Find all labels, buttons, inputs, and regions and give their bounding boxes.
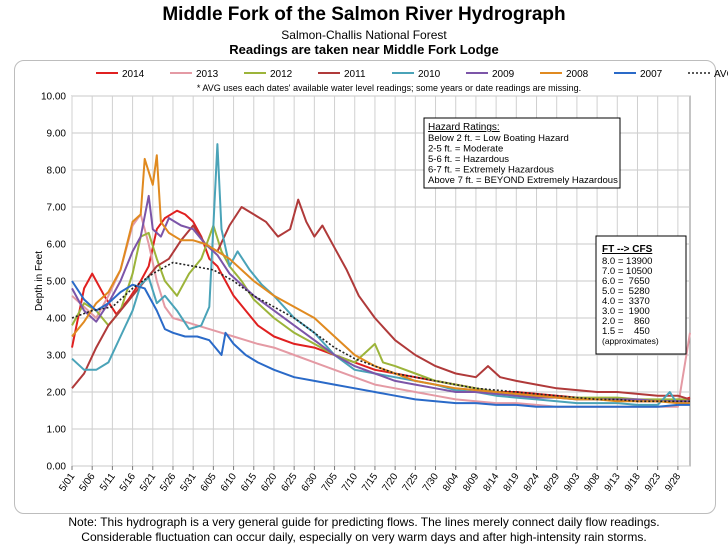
x-tick-label: 7/20: [380, 471, 400, 494]
legend-item: 2014: [96, 69, 145, 80]
x-tick-label: 5/31: [178, 471, 198, 494]
hazard-rating-line: 5-6 ft. = Hazardous: [428, 154, 509, 165]
legend-label: 2010: [418, 69, 441, 80]
hazard-rating-line: 6-7 ft. = Extremely Hazardous: [428, 165, 554, 176]
legend-item: 2011: [318, 69, 366, 80]
cfs-conversion-line: 4.0 = 3370: [602, 296, 650, 307]
legend-note: * AVG uses each dates' available water l…: [197, 83, 581, 93]
legend-label: 2009: [492, 69, 515, 80]
x-tick-label: 5/21: [138, 471, 158, 494]
x-tick-label: 9/18: [623, 471, 643, 494]
y-axis-label: Depth in Feet: [34, 251, 45, 311]
series-line-2007: [71, 280, 690, 408]
footnote-line-2: Considerable fluctuation can occur daily…: [81, 530, 647, 544]
footnote-line-1: Note: This hydrograph is a very general …: [68, 515, 660, 529]
legend-item: 2012: [244, 69, 293, 80]
cfs-box-title: FT --> CFS: [602, 244, 653, 255]
legend-item: 2008: [540, 69, 589, 80]
series-line-2011: [71, 198, 691, 401]
cfs-conversion-line: 1.5 = 450: [602, 326, 650, 337]
hazard-rating-line: Below 2 ft. = Low Boating Hazard: [428, 133, 569, 144]
legend-label: 2011: [344, 69, 366, 80]
x-tick-label: 6/05: [199, 471, 219, 494]
y-tick-label: 3.00: [47, 351, 67, 362]
x-tick-label: 7/05: [320, 471, 340, 494]
x-tick-label: 5/26: [158, 471, 178, 494]
cfs-conversion-line: 5.0 = 5280: [602, 286, 650, 297]
y-tick-label: 10.00: [41, 92, 66, 103]
legend-item: 2013: [170, 69, 219, 80]
x-tick-label: 7/15: [360, 471, 380, 494]
cfs-conversion-line: 7.0 = 10500: [602, 266, 652, 277]
legend-item: AVG*: [688, 69, 728, 80]
x-tick-label: 5/06: [77, 471, 97, 494]
y-tick-label: 7.00: [47, 203, 67, 214]
legend-item: 2009: [466, 69, 515, 80]
y-tick-label: 2.00: [47, 388, 67, 399]
legend-label: 2013: [196, 69, 219, 80]
x-tick-label: 8/19: [502, 471, 522, 494]
x-tick-label: 9/13: [603, 471, 623, 494]
chart-subtitle-2: Readings are taken near Middle Fork Lodg…: [229, 42, 499, 57]
cfs-conversion-box: [595, 235, 687, 355]
x-tick-label: 8/29: [542, 471, 562, 494]
legend-label: 2012: [270, 69, 293, 80]
hazard-rating-line: 2-5 ft. = Moderate: [428, 144, 503, 155]
y-tick-label: 5.00: [47, 277, 67, 288]
x-tick-label: 8/04: [441, 471, 461, 494]
cfs-conversion-line: 8.0 = 13900: [602, 256, 652, 267]
x-tick-label: 7/10: [340, 471, 360, 494]
x-tick-label: 5/01: [57, 471, 77, 494]
x-tick-label: 6/15: [239, 471, 259, 494]
y-tick-label: 8.00: [47, 166, 67, 177]
chart-title: Middle Fork of the Salmon River Hydrogra…: [162, 4, 566, 25]
y-tick-label: 9.00: [47, 129, 67, 140]
x-tick-label: 9/28: [663, 471, 683, 494]
x-tick-label: 8/24: [522, 471, 542, 494]
y-tick-label: 0.00: [47, 462, 67, 473]
x-tick-label: 9/23: [643, 471, 663, 494]
series-line-2014: [71, 209, 691, 403]
hazard-rating-line: Above 7 ft. = BEYOND Extremely Hazardous: [428, 175, 618, 186]
cfs-conversion-line: 3.0 = 1900: [602, 306, 650, 317]
y-tick-label: 1.00: [47, 425, 67, 436]
x-tick-label: 6/10: [219, 471, 239, 494]
legend-label: 2008: [566, 69, 589, 80]
series-line-2010: [71, 143, 691, 406]
x-tick-label: 8/14: [481, 471, 501, 494]
legend-label: 2007: [640, 69, 663, 80]
x-tick-label: 9/08: [582, 471, 602, 494]
cfs-conversion-line: (approximates): [602, 336, 659, 346]
y-tick-label: 4.00: [47, 314, 67, 325]
x-tick-label: 6/20: [259, 471, 279, 494]
x-tick-label: 6/25: [279, 471, 299, 494]
x-tick-label: 8/09: [461, 471, 481, 494]
x-tick-label: 5/11: [98, 471, 118, 493]
x-tick-label: 7/25: [401, 471, 421, 494]
x-tick-label: 9/03: [562, 471, 582, 494]
hazard-ratings-box: [423, 117, 621, 189]
legend-item: 2007: [614, 69, 663, 80]
legend-item: 2010: [392, 69, 441, 80]
series-line-AVG: [71, 261, 690, 403]
legend-label: 2014: [122, 69, 145, 80]
hazard-ratings-title: Hazard Ratings:: [428, 122, 500, 133]
y-tick-label: 6.00: [47, 240, 67, 251]
chart-subtitle: Salmon-Challis National Forest: [281, 28, 447, 42]
x-tick-label: 6/30: [300, 471, 320, 494]
x-tick-label: 7/30: [421, 471, 441, 494]
legend-label: AVG*: [714, 69, 728, 80]
cfs-conversion-line: 6.0 = 7650: [602, 276, 650, 287]
series-line-2008: [71, 154, 690, 405]
cfs-conversion-line: 2.0 = 860: [602, 316, 650, 327]
x-tick-label: 5/16: [118, 471, 138, 494]
